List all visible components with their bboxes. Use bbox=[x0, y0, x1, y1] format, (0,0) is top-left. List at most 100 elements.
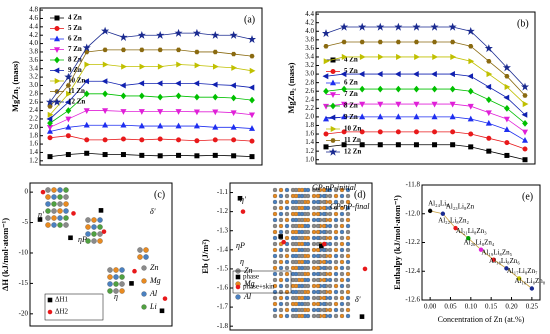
atom-icon bbox=[293, 211, 299, 217]
y-axis-title: MgZn₂ (mass) bbox=[286, 62, 296, 113]
data-point bbox=[119, 82, 126, 89]
atom-icon bbox=[107, 274, 113, 280]
atom-icon bbox=[333, 229, 339, 235]
atom-icon bbox=[327, 241, 333, 247]
data-point bbox=[467, 73, 474, 80]
data-point bbox=[229, 30, 238, 39]
data-point bbox=[432, 142, 438, 148]
atom-icon bbox=[272, 295, 278, 301]
data-point bbox=[230, 82, 236, 89]
atom-icon bbox=[333, 301, 339, 307]
data-point bbox=[157, 136, 163, 142]
series-line bbox=[325, 88, 526, 124]
legend-label: 4 Zn bbox=[68, 14, 82, 22]
data-point bbox=[504, 104, 510, 112]
atom-icon bbox=[333, 295, 339, 301]
atom-icon bbox=[299, 199, 305, 205]
atom-icon bbox=[97, 238, 103, 244]
data-point bbox=[468, 144, 474, 150]
data-point bbox=[323, 44, 329, 49]
atom-icon bbox=[284, 199, 290, 205]
atom-icon bbox=[311, 193, 317, 199]
data-point bbox=[66, 90, 72, 97]
atom-icon bbox=[113, 281, 119, 287]
legend-label: 8 Zn bbox=[68, 56, 82, 64]
data-point bbox=[248, 125, 256, 131]
y-tick-label: 2.4 bbox=[29, 106, 38, 114]
y-tick-label: 4.2 bbox=[305, 18, 314, 26]
atom-icon bbox=[305, 211, 311, 217]
atom-icon bbox=[293, 313, 299, 319]
atom-icon bbox=[345, 307, 351, 313]
atom-icon bbox=[311, 247, 317, 253]
atom-icon bbox=[293, 283, 299, 289]
data-point bbox=[212, 137, 218, 143]
atom-icon bbox=[321, 313, 327, 319]
data-point bbox=[83, 121, 90, 128]
data-point bbox=[448, 22, 457, 31]
atom-icon bbox=[293, 277, 299, 283]
atom-icon bbox=[305, 259, 311, 265]
y-tick-label: 2.6 bbox=[305, 87, 314, 95]
data-point bbox=[323, 131, 329, 137]
data-point bbox=[47, 119, 53, 127]
data-point bbox=[68, 235, 73, 241]
y-tick-label: -1.6 bbox=[217, 284, 229, 292]
y-tick-label: 3.6 bbox=[29, 56, 38, 64]
atom-icon bbox=[293, 301, 299, 307]
panel-label: (c) bbox=[154, 189, 165, 200]
data-point bbox=[230, 94, 237, 102]
atom-icon bbox=[305, 241, 311, 247]
legend-marker bbox=[54, 77, 61, 85]
atom-icon bbox=[311, 241, 317, 247]
atom-icon bbox=[333, 235, 339, 241]
data-point bbox=[137, 30, 146, 39]
atom-icon bbox=[333, 253, 339, 259]
data-point bbox=[157, 47, 163, 53]
data-point bbox=[138, 92, 145, 100]
legend-marker bbox=[330, 138, 336, 143]
data-point bbox=[176, 61, 183, 68]
series-line bbox=[49, 49, 253, 107]
data-point bbox=[231, 64, 238, 71]
atom-icon bbox=[284, 217, 290, 223]
atom-icon bbox=[345, 235, 351, 241]
atom-icon bbox=[91, 238, 97, 244]
series-line bbox=[49, 80, 253, 120]
data-point bbox=[395, 101, 402, 108]
atom-icon bbox=[345, 301, 351, 307]
data-point bbox=[119, 33, 128, 42]
y-tick-label: 1.4 bbox=[29, 148, 38, 156]
atom-icon bbox=[305, 199, 311, 205]
atom-icon bbox=[327, 253, 333, 259]
atom-icon bbox=[311, 307, 317, 313]
legend-marker bbox=[141, 291, 147, 297]
atom-icon bbox=[293, 295, 299, 301]
atom-icon bbox=[293, 241, 299, 247]
data-point bbox=[376, 71, 383, 78]
series-line bbox=[325, 103, 526, 133]
atom-icon bbox=[278, 265, 284, 271]
atom-icon bbox=[345, 187, 351, 193]
atom-icon bbox=[315, 247, 321, 253]
data-point bbox=[322, 115, 330, 122]
data-point bbox=[65, 152, 71, 158]
atom-icon bbox=[305, 187, 311, 193]
atom-icon bbox=[339, 307, 345, 313]
atom-icon bbox=[63, 222, 69, 228]
data-point bbox=[341, 142, 347, 148]
atom-icon bbox=[272, 277, 278, 283]
data-point bbox=[175, 122, 182, 129]
atom-icon bbox=[321, 229, 327, 235]
atom-icon bbox=[333, 271, 339, 277]
atom-icon bbox=[293, 187, 299, 193]
data-point bbox=[395, 113, 402, 120]
data-point bbox=[102, 137, 108, 143]
atom-icon bbox=[339, 247, 345, 253]
atom-icon bbox=[333, 247, 339, 253]
atom-icon bbox=[333, 199, 339, 205]
data-point bbox=[502, 63, 511, 72]
atom-icon bbox=[345, 217, 351, 223]
annotation: η bbox=[114, 292, 118, 301]
